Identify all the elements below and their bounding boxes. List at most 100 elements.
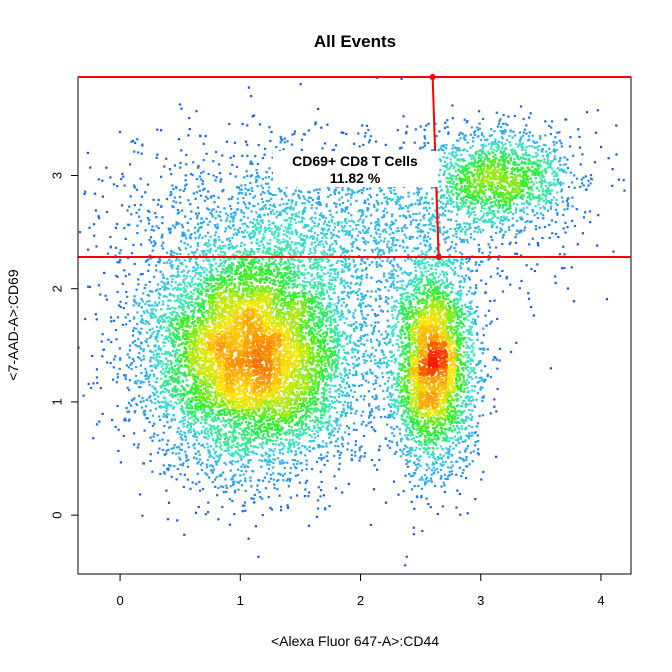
- event-point: [139, 320, 142, 323]
- event-point: [284, 210, 287, 213]
- event-point: [466, 306, 469, 309]
- event-point: [435, 247, 438, 250]
- event-point: [358, 248, 361, 251]
- event-point: [338, 454, 341, 457]
- event-point: [318, 214, 322, 217]
- event-point: [430, 479, 433, 482]
- event-point: [405, 463, 408, 466]
- event-point: [318, 240, 321, 244]
- event-point: [246, 124, 249, 127]
- event-point: [426, 201, 429, 205]
- event-point: [299, 452, 302, 455]
- event-point: [438, 130, 441, 133]
- event-point: [351, 395, 354, 398]
- event-point: [425, 209, 428, 212]
- event-point: [138, 394, 141, 398]
- event-point: [215, 476, 218, 479]
- event-point: [350, 189, 353, 192]
- event-point: [382, 249, 385, 252]
- event-point: [334, 384, 337, 387]
- event-point: [360, 209, 363, 212]
- event-point: [445, 447, 448, 450]
- event-point: [151, 385, 154, 388]
- event-point: [260, 193, 263, 196]
- event-point: [374, 248, 377, 251]
- event-point: [445, 144, 448, 147]
- event-point: [445, 264, 449, 267]
- event-point: [314, 245, 318, 248]
- event-point: [542, 143, 545, 146]
- event-point: [197, 460, 200, 463]
- event-point: [264, 176, 267, 179]
- event-point: [167, 439, 170, 442]
- event-point: [457, 293, 460, 297]
- event-point: [459, 298, 462, 302]
- event-point: [406, 206, 410, 209]
- event-point: [154, 338, 157, 341]
- event-point: [266, 242, 269, 245]
- event-point: [310, 252, 313, 255]
- event-point: [495, 111, 498, 114]
- event-point: [148, 396, 151, 399]
- event-point: [317, 201, 320, 204]
- event-point: [243, 229, 246, 232]
- event-point: [203, 436, 206, 439]
- event-point: [549, 181, 552, 184]
- event-point: [467, 259, 470, 263]
- event-point: [368, 356, 371, 359]
- event-point: [285, 202, 288, 205]
- event-point: [281, 448, 284, 451]
- event-point: [217, 205, 220, 208]
- event-point: [453, 227, 456, 231]
- event-point: [527, 292, 530, 295]
- event-point: [178, 103, 182, 106]
- event-point: [493, 222, 496, 225]
- event-point: [326, 459, 329, 462]
- event-point: [425, 469, 428, 472]
- event-point: [301, 252, 304, 255]
- event-point: [612, 250, 615, 253]
- event-point: [369, 371, 373, 374]
- event-point: [124, 323, 128, 326]
- event-point: [549, 201, 552, 204]
- event-point: [320, 126, 323, 129]
- event-point: [125, 364, 129, 367]
- event-point: [200, 431, 204, 434]
- event-point: [124, 419, 127, 422]
- event-point: [88, 285, 92, 289]
- event-point: [358, 339, 361, 343]
- event-point: [254, 525, 257, 528]
- event-point: [204, 235, 207, 238]
- event-point: [481, 219, 484, 222]
- event-point: [415, 446, 418, 449]
- event-point: [190, 425, 193, 428]
- event-point: [569, 145, 572, 148]
- event-point: [118, 367, 121, 370]
- event-point: [393, 305, 396, 308]
- event-point: [106, 361, 109, 364]
- event-point: [365, 350, 368, 353]
- event-point: [371, 261, 374, 264]
- event-point: [364, 294, 367, 297]
- event-point: [155, 356, 158, 359]
- event-point: [372, 239, 376, 242]
- event-point: [390, 356, 393, 359]
- event-point: [478, 377, 482, 380]
- event-point: [167, 304, 170, 307]
- event-point: [199, 194, 203, 197]
- event-point: [282, 479, 285, 482]
- event-point: [423, 137, 427, 140]
- event-point: [243, 501, 247, 504]
- event-point: [346, 392, 349, 395]
- event-point: [475, 261, 478, 264]
- event-point: [386, 245, 389, 248]
- event-point: [219, 247, 222, 250]
- event-point: [179, 161, 182, 165]
- event-point: [247, 461, 250, 464]
- event-point: [382, 337, 385, 340]
- event-point: [366, 188, 369, 191]
- event-point: [306, 199, 309, 202]
- event-point: [253, 225, 256, 228]
- event-point: [129, 363, 132, 366]
- event-point: [132, 243, 135, 247]
